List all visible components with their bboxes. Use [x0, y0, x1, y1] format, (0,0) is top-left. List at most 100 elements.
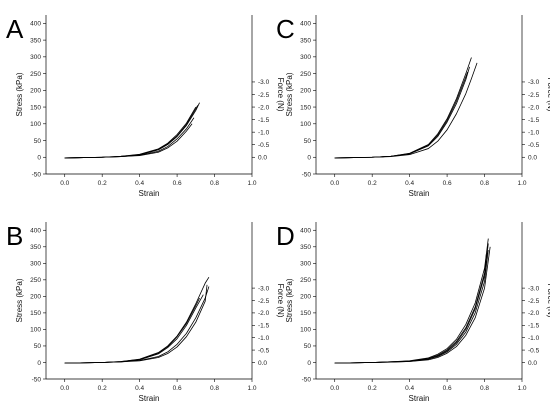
- y2-tick-label: -1.5: [528, 117, 540, 124]
- x-tick-label: 0.8: [480, 180, 489, 187]
- panel-letter: C: [276, 14, 295, 44]
- y2-tick-label: 0.0: [528, 360, 537, 367]
- y-tick-label: 250: [300, 71, 311, 78]
- x-tick-label: 1.0: [517, 385, 526, 392]
- y-tick-label: 0: [307, 155, 311, 162]
- y2-tick-label: 0.0: [528, 155, 537, 162]
- series-line-5: [64, 297, 200, 364]
- y2-tick-label: -0.5: [258, 142, 270, 149]
- y2-tick-label: -3.0: [528, 79, 540, 86]
- y-tick-label: 400: [30, 21, 41, 28]
- y-tick-label: 250: [30, 277, 41, 284]
- x-tick-label: 0.2: [368, 180, 377, 187]
- x-tick-label: 1.0: [247, 385, 256, 392]
- y2-tick-label: -2.0: [258, 310, 270, 317]
- x-tick-label: 0.4: [405, 180, 414, 187]
- y-tick-label: 50: [304, 138, 312, 145]
- x-tick-label: 0.0: [60, 385, 69, 392]
- panel-letter: B: [6, 221, 23, 251]
- y-tick-label: 400: [300, 228, 311, 235]
- x-tick-label: 1.0: [517, 180, 526, 187]
- x-tick-label: 0.6: [173, 180, 182, 187]
- x-tick-label: 0.4: [405, 385, 414, 392]
- series-line-4: [64, 123, 193, 159]
- y-tick-label: 0: [37, 360, 41, 367]
- y2-tick-label: -1.0: [258, 129, 270, 136]
- series-line-2: [334, 66, 470, 159]
- series-line-3: [64, 286, 210, 364]
- x-tick-label: 0.2: [368, 385, 377, 392]
- y-tick-label: 0: [37, 155, 41, 162]
- x-tick-label: 0.8: [210, 385, 219, 392]
- y2-axis-title: Force (N): [546, 78, 550, 112]
- y2-axis-title: Force (N): [546, 284, 550, 318]
- y2-tick-label: -0.5: [258, 347, 270, 354]
- y2-tick-label: -2.0: [258, 104, 270, 111]
- series-line-1: [334, 238, 489, 364]
- y2-tick-label: -2.5: [258, 92, 270, 99]
- series-line-3: [334, 250, 489, 364]
- y-tick-label: 100: [300, 121, 311, 128]
- x-tick-label: 0.8: [480, 385, 489, 392]
- series-line-5: [334, 243, 489, 364]
- y-tick-label: 400: [30, 228, 41, 235]
- y-tick-label: 350: [300, 244, 311, 251]
- series-line-4: [334, 71, 469, 159]
- x-axis-title: Strain: [409, 189, 430, 198]
- y-tick-label: 250: [30, 71, 41, 78]
- y-tick-label: 350: [300, 37, 311, 44]
- series-line-1: [64, 276, 210, 364]
- y2-tick-label: -2.5: [528, 298, 540, 305]
- x-tick-label: 0.6: [443, 385, 452, 392]
- x-tick-label: 0.8: [210, 180, 219, 187]
- y-tick-label: 300: [300, 54, 311, 61]
- y-tick-label: 300: [30, 261, 41, 268]
- y-tick-label: 0: [307, 360, 311, 367]
- chart-panel-a: A -50 0 50 100 150 200 250 300 350 400 0.0 0.2 0.4 0.6…: [6, 14, 285, 198]
- y-tick-label: 150: [30, 104, 41, 111]
- y-tick-label: 150: [30, 310, 41, 317]
- y-tick-label: 300: [300, 261, 311, 268]
- y-tick-label: -50: [302, 171, 312, 178]
- y2-tick-label: -1.0: [528, 335, 540, 342]
- x-tick-label: 0.0: [330, 180, 339, 187]
- x-axis-title: Strain: [409, 394, 430, 403]
- series-line-2: [64, 106, 197, 159]
- series-line-4: [334, 246, 491, 364]
- y2-axis-title: Force (N): [276, 78, 285, 112]
- series-line-1: [334, 57, 472, 159]
- y2-tick-label: -1.5: [258, 323, 270, 330]
- y2-tick-label: -1.5: [258, 117, 270, 124]
- y-tick-label: 50: [34, 138, 42, 145]
- y2-tick-label: -1.0: [258, 335, 270, 342]
- chart-panel-d: D -50 0 50 100 150 200 250 300 350 400 0.0 0.2 0.4 0.6…: [276, 221, 550, 403]
- x-axis-title: Strain: [139, 394, 160, 403]
- panel-letter: A: [6, 14, 24, 44]
- y-tick-label: 200: [30, 294, 41, 301]
- x-tick-label: 0.6: [443, 180, 452, 187]
- y2-tick-label: -3.0: [258, 79, 270, 86]
- y2-tick-label: -2.5: [258, 298, 270, 305]
- y-tick-label: -50: [302, 376, 312, 383]
- y-tick-label: 300: [30, 54, 41, 61]
- series-line-2: [334, 253, 487, 364]
- x-tick-label: 0.0: [330, 385, 339, 392]
- y-tick-label: -50: [32, 171, 42, 178]
- series-line-1: [64, 102, 200, 159]
- chart-panel-c: C -50 0 50 100 150 200 250 300 350 400 0.0 0.2 0.4 0.6…: [276, 14, 550, 198]
- y-tick-label: 250: [300, 277, 311, 284]
- y2-tick-label: -3.0: [528, 285, 540, 292]
- y-tick-label: 200: [300, 294, 311, 301]
- y2-tick-label: -2.0: [528, 310, 540, 317]
- y2-tick-label: -0.5: [528, 142, 540, 149]
- y2-axis-title: Force (N): [276, 284, 285, 318]
- y-tick-label: 150: [300, 310, 311, 317]
- y-tick-label: 100: [30, 121, 41, 128]
- y-tick-label: 200: [300, 88, 311, 95]
- series-line-5: [64, 105, 199, 159]
- y-tick-label: 200: [30, 88, 41, 95]
- y-tick-label: 400: [300, 21, 311, 28]
- y-tick-label: -50: [32, 376, 42, 383]
- y-axis-title: Stress (kPa): [15, 278, 24, 322]
